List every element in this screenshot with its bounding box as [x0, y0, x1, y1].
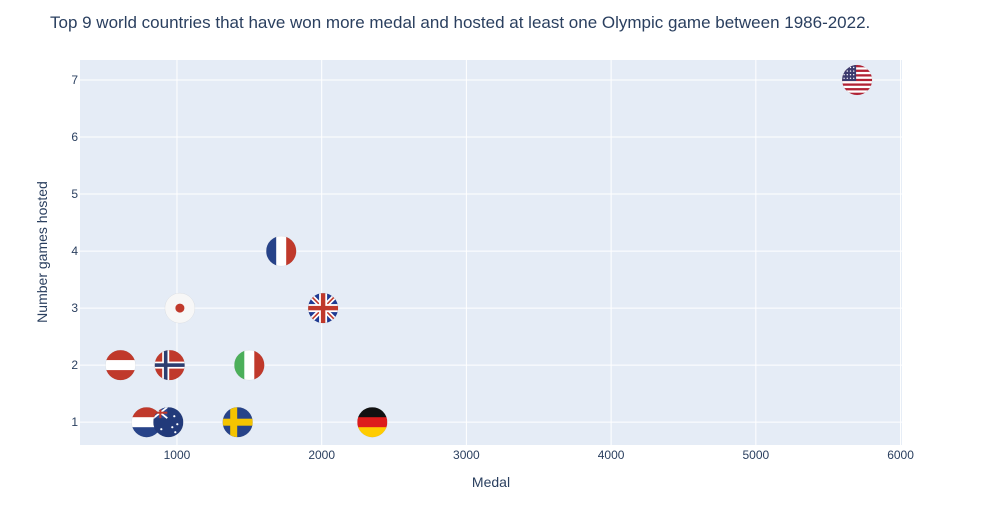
plot-area	[80, 60, 902, 445]
united-states-flag-icon	[841, 64, 873, 96]
chart-title: Top 9 world countries that have won more…	[50, 13, 871, 32]
y-tick-labels: 1 2 3 4 5 6 7	[71, 73, 78, 429]
x-tick-labels: 1000 2000 3000 4000 5000 6000	[164, 448, 915, 462]
france-flag-icon	[265, 235, 297, 267]
y-tick-label: 2	[71, 358, 78, 372]
y-tick-label: 5	[71, 187, 78, 201]
sweden-flag-icon	[222, 406, 253, 438]
x-tick-label: 4000	[598, 448, 625, 462]
germany-flag-icon	[357, 406, 388, 438]
norway-flag-icon	[154, 349, 185, 381]
y-tick-label: 3	[71, 301, 78, 315]
x-tick-label: 6000	[887, 448, 914, 462]
gridlines	[80, 60, 902, 445]
great-britain-flag-icon	[307, 292, 339, 324]
x-tick-label: 2000	[308, 448, 335, 462]
data-points	[105, 64, 873, 438]
x-tick-label: 5000	[742, 448, 769, 462]
japan-flag-icon	[164, 292, 196, 324]
x-tick-label: 3000	[453, 448, 480, 462]
y-tick-label: 6	[71, 130, 78, 144]
y-tick-label: 7	[71, 73, 78, 87]
italy-flag-icon	[234, 349, 265, 381]
x-tick-label: 1000	[164, 448, 191, 462]
y-tick-label: 1	[71, 415, 78, 429]
x-axis-title: Medal	[472, 474, 510, 490]
y-tick-label: 4	[71, 244, 78, 258]
australia-flag-icon	[153, 406, 184, 438]
y-axis-title: Number games hosted	[34, 181, 50, 323]
austria-flag-icon	[105, 349, 136, 381]
